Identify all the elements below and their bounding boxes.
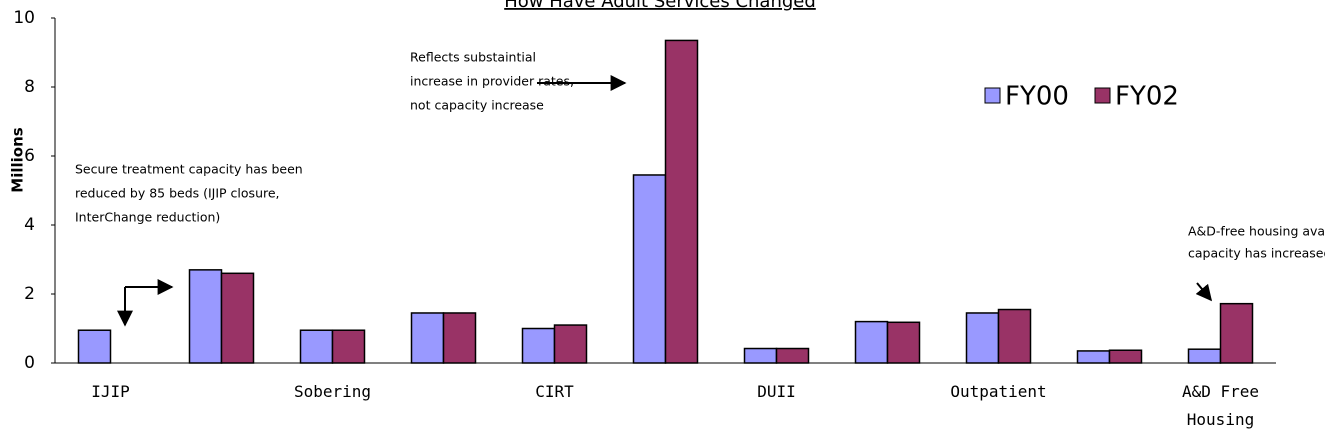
bar [521, 327, 556, 364]
bar [854, 320, 889, 364]
bar [188, 269, 223, 364]
annotation: capacity has increased [1188, 246, 1325, 261]
bar [1187, 348, 1222, 364]
y-tick-label: 2 [24, 284, 35, 304]
annotation: A&D-free housing availability/ [1188, 224, 1325, 239]
bar [77, 329, 112, 364]
y-tick-label: 4 [24, 215, 35, 235]
legend-swatch [1094, 87, 1111, 104]
legend-label: FY02 [1115, 82, 1179, 112]
annotation: not capacity increase [410, 98, 544, 113]
arrow [1195, 282, 1213, 302]
x-tick-label: Sobering [293, 382, 372, 401]
bar [997, 308, 1032, 364]
y-tick-label: 10 [13, 8, 35, 28]
y-tick-label: 0 [24, 353, 35, 373]
annotation: Reflects substaintial [410, 50, 536, 65]
annotation: increase in provider rates, [410, 74, 574, 89]
annotation: Secure treatment capacity has been [75, 162, 303, 177]
bar [664, 39, 699, 364]
legend-swatch [984, 87, 1001, 104]
bar [775, 347, 810, 364]
bar [886, 321, 921, 364]
x-tick-label: DUII [757, 382, 796, 401]
x-tick-label: IJIP [91, 382, 130, 401]
x-tick-label: Outpatient [950, 382, 1047, 401]
annotation: InterChange reduction) [75, 210, 220, 225]
bar [1108, 349, 1143, 364]
bar [553, 324, 588, 364]
bar [410, 312, 445, 364]
legend-label: FY00 [1005, 82, 1069, 112]
y-tick-label: 6 [24, 146, 35, 166]
bar [1219, 302, 1254, 364]
bar [220, 272, 255, 364]
bar [965, 312, 1000, 364]
y-axis-label: Millions [9, 127, 27, 192]
x-tick-label: CIRT [535, 382, 574, 401]
y-tick-label: 8 [24, 77, 35, 97]
bar [442, 312, 477, 364]
bar [632, 174, 667, 364]
x-tick-label: A&D Free Housing [1181, 382, 1260, 429]
bar [331, 329, 366, 364]
bar [1076, 350, 1111, 364]
bar [743, 347, 778, 364]
annotation: reduced by 85 beds (IJIP closure, [75, 186, 280, 201]
bar [299, 329, 334, 364]
chart-title: How Have Adult Services Changed [504, 0, 816, 12]
